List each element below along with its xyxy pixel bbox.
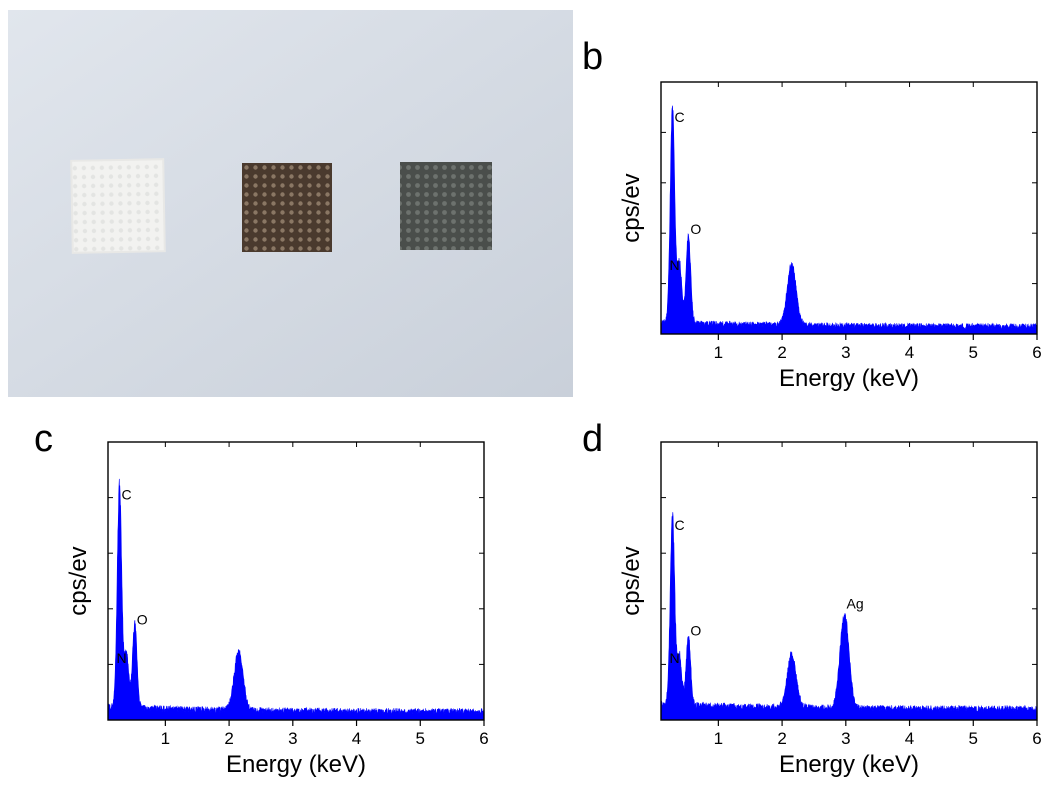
peak-label-ag: Ag xyxy=(847,595,864,611)
peak-label-n: N xyxy=(669,257,679,273)
x-tick-label: 6 xyxy=(1032,729,1041,748)
eds-chart-c: 1 2 3 4 5 6 Energy (keV) cps/ev C N O xyxy=(65,441,489,778)
x-tick-label: 2 xyxy=(224,729,233,748)
x-tick-label: 1 xyxy=(161,729,170,748)
fabric-photo-canvas xyxy=(8,10,573,397)
peak-label-c: C xyxy=(674,109,684,125)
x-tick-label: 6 xyxy=(1032,343,1041,362)
spectrum-series xyxy=(660,105,1038,335)
eds-chart-d: 1 2 3 4 5 6 Energy (keV) cps/ev C NO Ag xyxy=(618,441,1042,778)
x-tick-label: 3 xyxy=(841,343,850,362)
gray-fabric-swatch xyxy=(400,162,492,250)
x-axis-label: Energy (keV) xyxy=(226,751,366,778)
x-tick-label: 4 xyxy=(905,343,914,362)
x-tick-label: 4 xyxy=(905,729,914,748)
x-tick-label: 3 xyxy=(288,729,297,748)
panel-label-c: c xyxy=(34,418,53,460)
peak-label-c: C xyxy=(674,517,684,533)
y-axis-label: cps/ev xyxy=(618,173,645,242)
y-axis-label: cps/ev xyxy=(65,546,92,615)
panel-label-d: d xyxy=(582,418,604,460)
spectrum-series xyxy=(660,512,1038,721)
plot-frame xyxy=(107,441,485,721)
x-tick-label: 4 xyxy=(352,729,361,748)
peak-label-c: C xyxy=(121,486,131,502)
plot-frame xyxy=(660,81,1038,335)
panel-label-b: b xyxy=(582,36,604,78)
x-tick-label: 5 xyxy=(969,343,978,362)
spectrum-series xyxy=(107,478,485,721)
peak-label-n: N xyxy=(116,650,126,666)
eds-chart-b: 1 2 3 4 5 6 Energy (keV) cps/ev C N O xyxy=(618,81,1042,392)
y-axis-label: cps/ev xyxy=(618,546,645,615)
x-axis-label: Energy (keV) xyxy=(779,365,919,392)
x-tick-label: 5 xyxy=(416,729,425,748)
x-tick-label: 2 xyxy=(777,729,786,748)
x-tick-label: 2 xyxy=(777,343,786,362)
white-fabric-swatch xyxy=(70,158,166,254)
x-tick-label: 3 xyxy=(841,729,850,748)
x-tick-label: 5 xyxy=(969,729,978,748)
x-tick-label: 1 xyxy=(714,343,723,362)
peak-label-o: O xyxy=(690,622,701,638)
brown-fabric-swatch xyxy=(242,163,332,252)
x-tick-label: 1 xyxy=(714,729,723,748)
peak-label-o: O xyxy=(690,221,701,237)
peak-label-o: O xyxy=(137,611,148,627)
plot-frame xyxy=(660,441,1038,721)
peak-label-n: N xyxy=(669,650,679,666)
x-axis-label: Energy (keV) xyxy=(779,751,919,778)
fabric-photo xyxy=(8,10,573,397)
x-tick-label: 6 xyxy=(479,729,488,748)
